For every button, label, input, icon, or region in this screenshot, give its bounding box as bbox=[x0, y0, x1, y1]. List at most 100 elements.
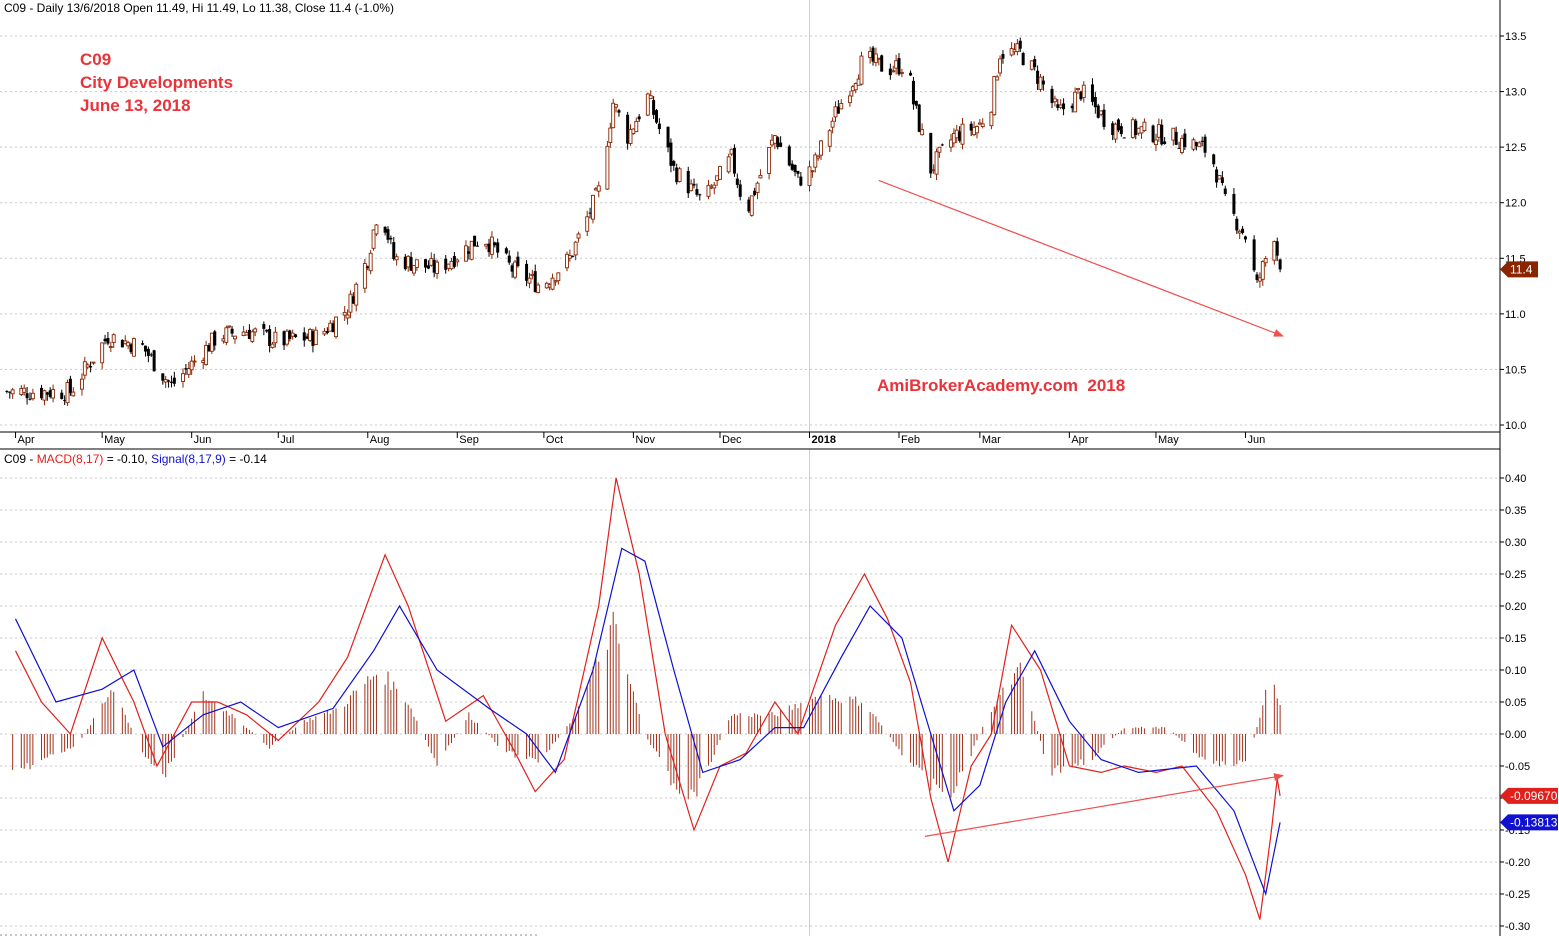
candle-body-up bbox=[126, 342, 131, 347]
candle-body-up bbox=[899, 71, 904, 74]
candle-body-down bbox=[25, 393, 29, 399]
candle-body-up bbox=[920, 129, 925, 136]
candle-body-down bbox=[1278, 259, 1282, 270]
candle-body-up bbox=[51, 389, 56, 399]
price-header: C09 - Daily 13/6/2018 Open 11.49, Hi 11.… bbox=[4, 1, 394, 15]
candle-body-down bbox=[1194, 142, 1198, 146]
candle-body-up bbox=[980, 123, 985, 128]
candle-body-down bbox=[1090, 84, 1094, 102]
candle-body-up bbox=[689, 183, 694, 192]
candle-body-up bbox=[108, 346, 113, 348]
candle-body-up bbox=[677, 168, 682, 182]
candle-body-down bbox=[654, 110, 658, 123]
candle-body-up bbox=[565, 253, 569, 269]
candle-body-down bbox=[467, 251, 471, 254]
candle-body-up bbox=[758, 174, 763, 179]
price-tick-label: 10.0 bbox=[1505, 420, 1526, 432]
candle-body-up bbox=[839, 103, 844, 110]
candle-body-up bbox=[227, 325, 232, 328]
month-label: Sep bbox=[459, 434, 479, 446]
candle-body-up bbox=[989, 111, 994, 127]
candle-body-down bbox=[311, 331, 315, 346]
candle-body-up bbox=[894, 60, 899, 69]
last-price-value: 11.4 bbox=[1510, 262, 1533, 276]
candle-body-up bbox=[810, 170, 815, 173]
candle-body-down bbox=[897, 58, 901, 75]
candle-body-down bbox=[1021, 53, 1025, 66]
candle-body-down bbox=[403, 256, 407, 270]
candle-body-up bbox=[576, 233, 581, 239]
candle-body-down bbox=[617, 110, 621, 113]
candle-body-down bbox=[657, 123, 661, 130]
candle-body-down bbox=[1079, 91, 1083, 100]
candle-body-down bbox=[45, 392, 49, 395]
candle-body-up bbox=[729, 148, 734, 155]
candle-body-down bbox=[184, 368, 188, 370]
macd-tick-label: -0.25 bbox=[1505, 889, 1530, 901]
candle-body-down bbox=[669, 142, 673, 166]
candle-body-down bbox=[424, 259, 428, 268]
candle-body-up bbox=[244, 331, 249, 336]
candle-body-up bbox=[233, 335, 237, 340]
candle-body-up bbox=[30, 392, 35, 400]
candle-body-down bbox=[1151, 125, 1155, 143]
candle-body-down bbox=[796, 170, 800, 174]
candle-body-down bbox=[776, 137, 780, 148]
candle-body-down bbox=[911, 80, 915, 105]
month-label: May bbox=[104, 434, 125, 446]
candle-body-up bbox=[435, 261, 440, 275]
candle-body-down bbox=[1203, 136, 1207, 153]
candle-body-down bbox=[779, 142, 783, 147]
candle-body-up bbox=[463, 245, 468, 262]
candle-body-down bbox=[282, 331, 286, 346]
candle-body-down bbox=[1102, 109, 1106, 127]
candle-body-down bbox=[1183, 133, 1187, 148]
candle-body-up bbox=[749, 195, 754, 216]
candle-body-down bbox=[351, 296, 355, 304]
candle-body-down bbox=[666, 126, 670, 148]
candle-body-up bbox=[455, 259, 460, 263]
candle-body-down bbox=[40, 387, 44, 399]
candle-body-down bbox=[265, 329, 269, 332]
candle-body-up bbox=[827, 130, 832, 147]
candle-body-down bbox=[207, 345, 211, 352]
candle-body-down bbox=[880, 55, 884, 72]
candle-body-up bbox=[954, 129, 959, 139]
candle-body-down bbox=[1255, 274, 1259, 280]
candle-body-up bbox=[1099, 110, 1104, 115]
price-tick-label: 12.5 bbox=[1505, 142, 1526, 154]
candle-body-up bbox=[1180, 137, 1184, 153]
candle-body-down bbox=[28, 398, 32, 400]
candle-body-up bbox=[412, 265, 416, 274]
candle-body-down bbox=[695, 189, 699, 195]
candle-body-up bbox=[1113, 123, 1118, 140]
candle-body-up bbox=[550, 277, 555, 290]
macd-header-signal-label: Signal(8,17,9) bbox=[151, 452, 226, 466]
candle-body-up bbox=[308, 329, 312, 341]
candle-body-down bbox=[1111, 123, 1115, 136]
candle-body-down bbox=[452, 256, 456, 267]
candle-body-down bbox=[1252, 239, 1256, 271]
candle-body-up bbox=[186, 368, 191, 375]
candle-body-up bbox=[868, 50, 873, 58]
candle-body-down bbox=[1220, 177, 1224, 184]
candle-body-down bbox=[793, 164, 797, 173]
candle-body-up bbox=[934, 151, 939, 175]
candle-body-down bbox=[5, 390, 9, 392]
candle-body-down bbox=[294, 334, 298, 338]
candle-body-down bbox=[8, 391, 12, 393]
candle-body-down bbox=[940, 144, 944, 146]
candle-body-up bbox=[1058, 104, 1063, 108]
price-tick-label: 12.0 bbox=[1505, 198, 1526, 210]
month-label: Feb bbox=[901, 434, 920, 446]
candle-body-up bbox=[1142, 121, 1147, 131]
candle-body-up bbox=[1029, 60, 1034, 70]
candle-body-up bbox=[1038, 76, 1043, 90]
candle-body-up bbox=[1272, 241, 1277, 261]
candle-body-down bbox=[1036, 70, 1040, 84]
candle-body-down bbox=[60, 392, 64, 399]
candle-body-down bbox=[383, 226, 387, 233]
candle-body-down bbox=[958, 131, 962, 141]
macd-gridlines bbox=[0, 477, 1500, 927]
